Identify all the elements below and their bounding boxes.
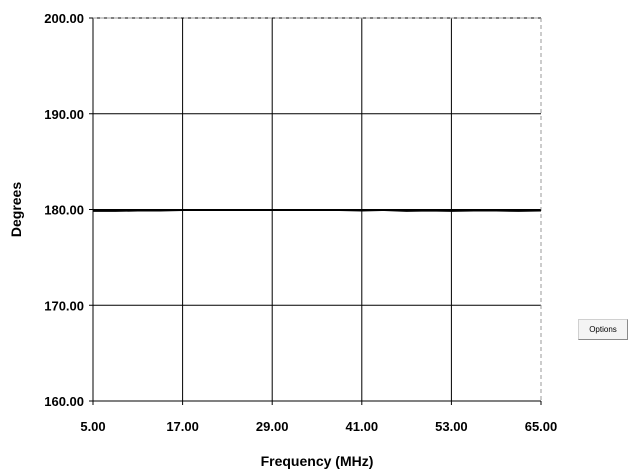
x-axis-title: Frequency (MHz) bbox=[261, 453, 374, 469]
series-layer bbox=[93, 208, 542, 212]
axes-layer bbox=[89, 17, 542, 405]
options-button[interactable]: Options bbox=[578, 319, 628, 340]
x-tick-label: 29.00 bbox=[256, 419, 289, 434]
x-tick-label: 41.00 bbox=[346, 419, 379, 434]
series-line-0 bbox=[93, 208, 542, 212]
y-tick-label: 200.00 bbox=[44, 11, 84, 26]
y-tick-label: 160.00 bbox=[44, 394, 84, 409]
y-axis-title: Degrees bbox=[8, 182, 24, 237]
y-tick-label: 190.00 bbox=[44, 107, 84, 122]
y-tick-label: 180.00 bbox=[44, 203, 84, 218]
y-tick-label: 170.00 bbox=[44, 298, 84, 313]
x-tick-label: 17.00 bbox=[166, 419, 199, 434]
x-tick-label: 53.00 bbox=[435, 419, 468, 434]
x-tick-label: 65.00 bbox=[525, 419, 558, 434]
x-tick-label: 5.00 bbox=[80, 419, 105, 434]
y-tick-labels: 160.00 170.00 180.00 190.00 200.00 bbox=[44, 11, 84, 409]
x-tick-labels: 5.00 17.00 29.00 41.00 53.00 65.00 bbox=[80, 419, 557, 434]
